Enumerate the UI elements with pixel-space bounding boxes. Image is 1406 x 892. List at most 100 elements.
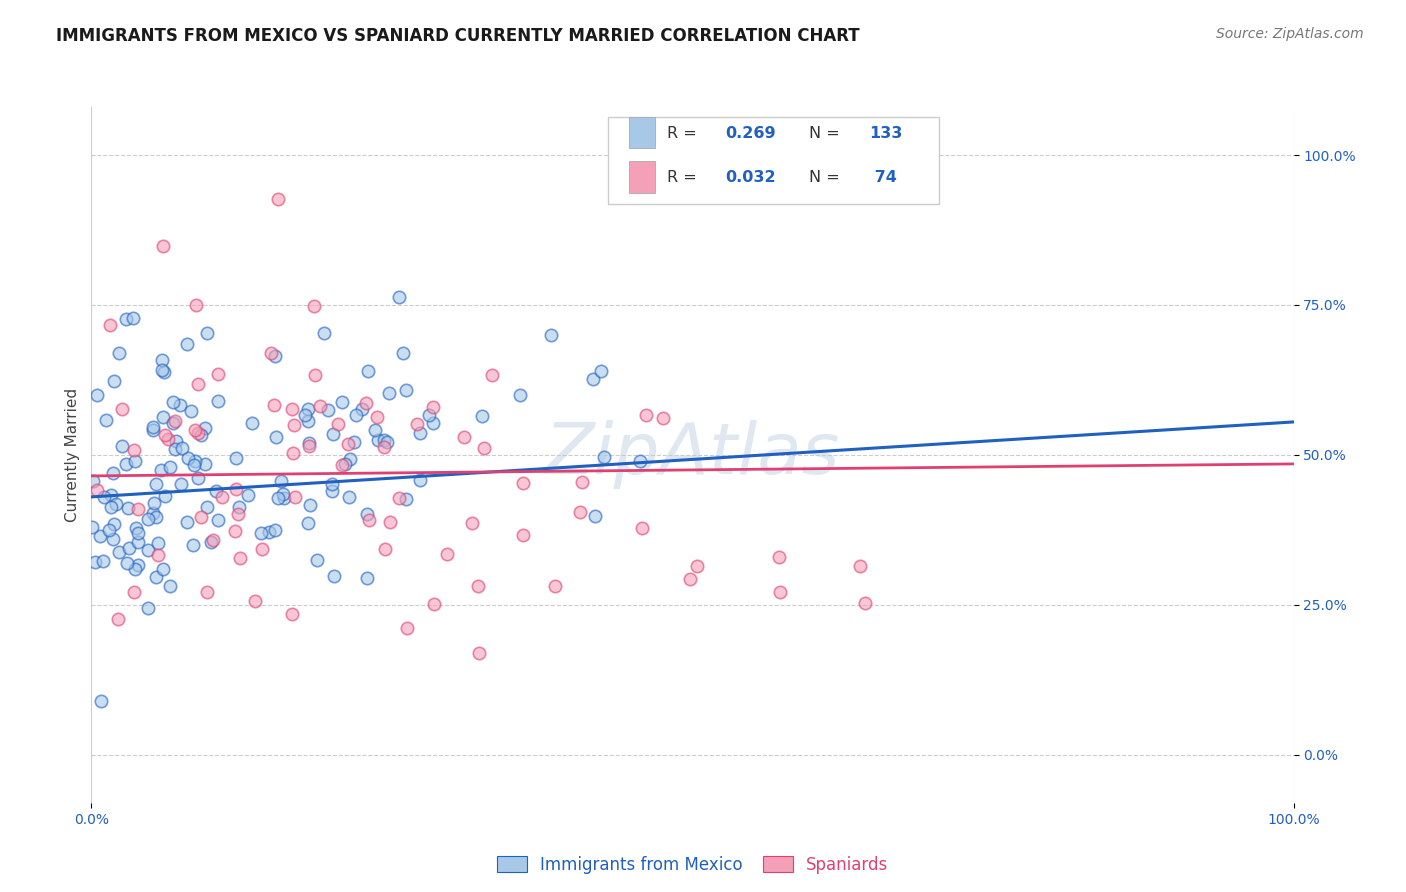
Point (207, 393, 229, 408)
Point (298, 436, 321, 450)
Point (110, 402, 132, 417)
Point (142, 419, 165, 434)
Point (224, 524, 246, 539)
Point (117, 501, 139, 516)
Point (169, 398, 191, 412)
Point (395, 383, 418, 397)
Point (322, 426, 344, 441)
Point (281, 607, 304, 621)
Point (152, 239, 174, 253)
Point (481, 368, 503, 383)
Point (512, 476, 534, 491)
Point (145, 569, 167, 583)
Point (177, 451, 200, 466)
Point (395, 621, 418, 635)
Point (236, 488, 259, 502)
Text: 74: 74 (869, 169, 897, 185)
Text: N =: N = (808, 169, 845, 185)
Point (582, 372, 605, 386)
Point (284, 490, 307, 504)
Point (408, 425, 430, 440)
Point (162, 395, 184, 409)
Point (316, 402, 339, 417)
Point (297, 516, 319, 530)
Point (165, 434, 187, 448)
Point (853, 596, 876, 610)
Point (512, 528, 534, 542)
Point (101, 532, 124, 546)
Point (374, 542, 396, 557)
Point (343, 435, 366, 450)
Point (143, 495, 166, 509)
Point (366, 409, 388, 424)
Point (101, 466, 124, 480)
Point (283, 418, 305, 433)
Point (86, 483, 108, 498)
Point (474, 442, 496, 456)
Point (392, 346, 415, 360)
Point (82, 474, 104, 488)
Point (631, 521, 654, 535)
Text: N =: N = (808, 126, 845, 141)
Point (363, 423, 385, 437)
Point (395, 491, 418, 506)
Text: ZipAtlas: ZipAtlas (546, 420, 839, 490)
Point (336, 437, 359, 451)
Point (162, 416, 184, 430)
Point (471, 409, 494, 423)
Point (354, 396, 377, 410)
Y-axis label: Currently Married: Currently Married (65, 388, 80, 522)
Point (321, 477, 343, 491)
Point (200, 535, 222, 549)
Point (190, 510, 212, 524)
Point (373, 434, 395, 448)
Point (146, 549, 169, 563)
Point (183, 423, 205, 437)
Text: R =: R = (668, 169, 702, 185)
Point (388, 491, 411, 506)
Point (583, 509, 606, 524)
FancyBboxPatch shape (628, 117, 655, 148)
Point (103, 517, 125, 532)
Point (183, 458, 205, 472)
Point (436, 547, 458, 561)
Point (686, 559, 709, 574)
Point (122, 584, 145, 599)
Point (266, 430, 288, 444)
Point (136, 512, 159, 526)
Point (263, 398, 285, 412)
Point (299, 498, 322, 512)
Point (194, 457, 217, 471)
Point (127, 526, 149, 541)
Point (225, 482, 247, 496)
Point (207, 513, 229, 527)
Point (298, 438, 321, 452)
Point (321, 483, 343, 498)
Point (145, 510, 167, 524)
Point (195, 326, 218, 340)
Point (194, 421, 217, 435)
Point (98, 318, 121, 332)
Point (184, 298, 207, 312)
Point (195, 585, 218, 599)
Point (260, 345, 283, 359)
Point (848, 559, 870, 574)
Point (264, 523, 287, 537)
Point (163, 442, 186, 456)
Text: R =: R = (668, 126, 702, 141)
Point (226, 507, 249, 521)
Point (250, 541, 273, 556)
Point (152, 562, 174, 576)
Point (124, 562, 146, 576)
FancyBboxPatch shape (628, 161, 655, 193)
Point (337, 490, 360, 504)
Point (122, 442, 145, 457)
Point (86, 388, 108, 402)
Point (267, 192, 290, 206)
Point (418, 408, 440, 422)
Text: 0.032: 0.032 (725, 169, 776, 185)
Point (108, 346, 131, 360)
Point (84, 555, 107, 569)
Point (148, 536, 170, 550)
Point (100, 500, 122, 514)
